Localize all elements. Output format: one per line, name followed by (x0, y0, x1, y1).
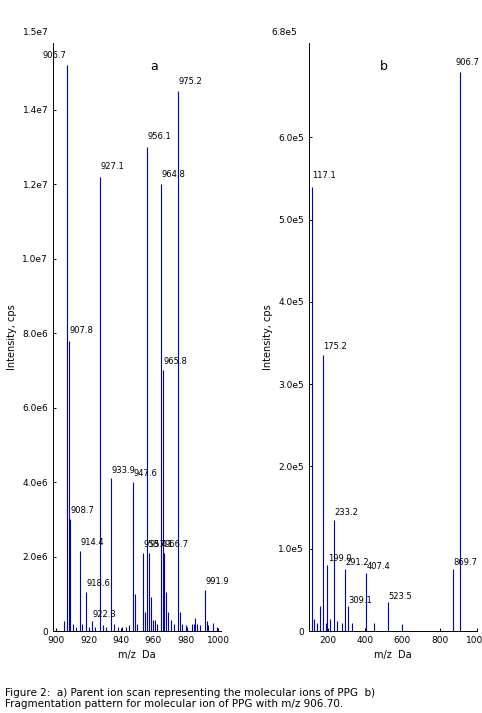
Text: 175.2: 175.2 (323, 342, 347, 352)
Text: Figure 2:  a) Parent ion scan representing the molecular ions of PPG  b)
Fragmen: Figure 2: a) Parent ion scan representin… (5, 688, 375, 709)
Text: 869.7: 869.7 (453, 558, 477, 567)
Text: 922.3: 922.3 (93, 610, 117, 619)
Text: 117.1: 117.1 (312, 171, 336, 180)
Text: 991.9: 991.9 (205, 578, 229, 586)
Text: 199.0: 199.0 (328, 554, 351, 563)
Text: a: a (151, 61, 159, 73)
Text: 965.8: 965.8 (163, 357, 187, 366)
Text: 906.7: 906.7 (42, 51, 67, 59)
Text: 291.2: 291.2 (345, 558, 369, 567)
Text: 233.2: 233.2 (334, 508, 358, 517)
Text: 1.5e7: 1.5e7 (23, 28, 49, 37)
Y-axis label: Intensity, cps: Intensity, cps (7, 304, 17, 370)
X-axis label: m/z  Da: m/z Da (374, 650, 412, 660)
Text: 523.5: 523.5 (388, 592, 412, 600)
Text: 908.7: 908.7 (71, 506, 94, 515)
Text: 953.4: 953.4 (143, 540, 167, 549)
Text: 957.1: 957.1 (149, 540, 173, 549)
Text: 907.8: 907.8 (69, 326, 93, 335)
Text: 309.1: 309.1 (348, 595, 372, 605)
Text: 927.1: 927.1 (101, 163, 124, 171)
Text: b: b (379, 61, 388, 73)
X-axis label: m/z  Da: m/z Da (119, 650, 156, 660)
Text: 947.6: 947.6 (134, 469, 158, 478)
Text: 906.7: 906.7 (455, 58, 479, 68)
Text: 964.8: 964.8 (161, 170, 186, 179)
Text: 956.1: 956.1 (147, 133, 171, 141)
Text: 914.4: 914.4 (80, 538, 104, 548)
Text: 6.8e5: 6.8e5 (272, 28, 297, 37)
Text: 918.6: 918.6 (87, 579, 111, 588)
Text: 975.2: 975.2 (178, 76, 202, 86)
Y-axis label: Intensity, cps: Intensity, cps (263, 304, 273, 370)
Text: 933.9: 933.9 (112, 466, 135, 475)
Text: 407.4: 407.4 (367, 562, 390, 571)
Text: 966.7: 966.7 (165, 540, 188, 549)
